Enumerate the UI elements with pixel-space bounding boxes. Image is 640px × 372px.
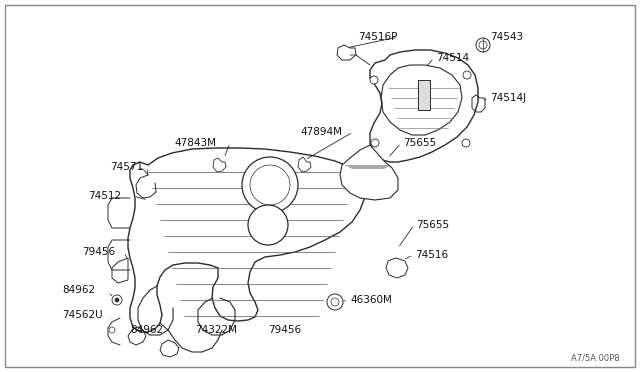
Text: 47843M: 47843M: [174, 138, 216, 148]
Polygon shape: [370, 50, 478, 162]
Text: 74514J: 74514J: [490, 93, 526, 103]
Text: 75655: 75655: [403, 138, 436, 148]
Text: 74571: 74571: [110, 162, 143, 172]
Circle shape: [370, 76, 378, 84]
Text: 79456: 79456: [268, 325, 301, 335]
Circle shape: [463, 71, 471, 79]
Circle shape: [462, 139, 470, 147]
Polygon shape: [418, 80, 430, 110]
Text: 74543: 74543: [490, 32, 523, 42]
Text: 74516: 74516: [415, 250, 448, 260]
Text: 47894M: 47894M: [300, 127, 342, 137]
Text: 79456: 79456: [82, 247, 115, 257]
Text: 74516P: 74516P: [358, 32, 397, 42]
Circle shape: [327, 294, 343, 310]
Text: 84962: 84962: [62, 285, 95, 295]
Circle shape: [115, 298, 119, 302]
Text: A7/5A 00P8: A7/5A 00P8: [572, 353, 620, 362]
Circle shape: [371, 139, 379, 147]
Text: 75655: 75655: [416, 220, 449, 230]
Polygon shape: [340, 145, 398, 200]
Polygon shape: [386, 258, 408, 278]
Circle shape: [248, 205, 288, 245]
Circle shape: [242, 157, 298, 213]
Text: 74512: 74512: [88, 191, 121, 201]
Polygon shape: [128, 148, 365, 332]
Circle shape: [476, 38, 490, 52]
Text: 84962: 84962: [130, 325, 163, 335]
Text: 74322M: 74322M: [195, 325, 237, 335]
Text: 46360M: 46360M: [350, 295, 392, 305]
Text: 74562U: 74562U: [62, 310, 102, 320]
Text: 74514: 74514: [436, 53, 469, 63]
